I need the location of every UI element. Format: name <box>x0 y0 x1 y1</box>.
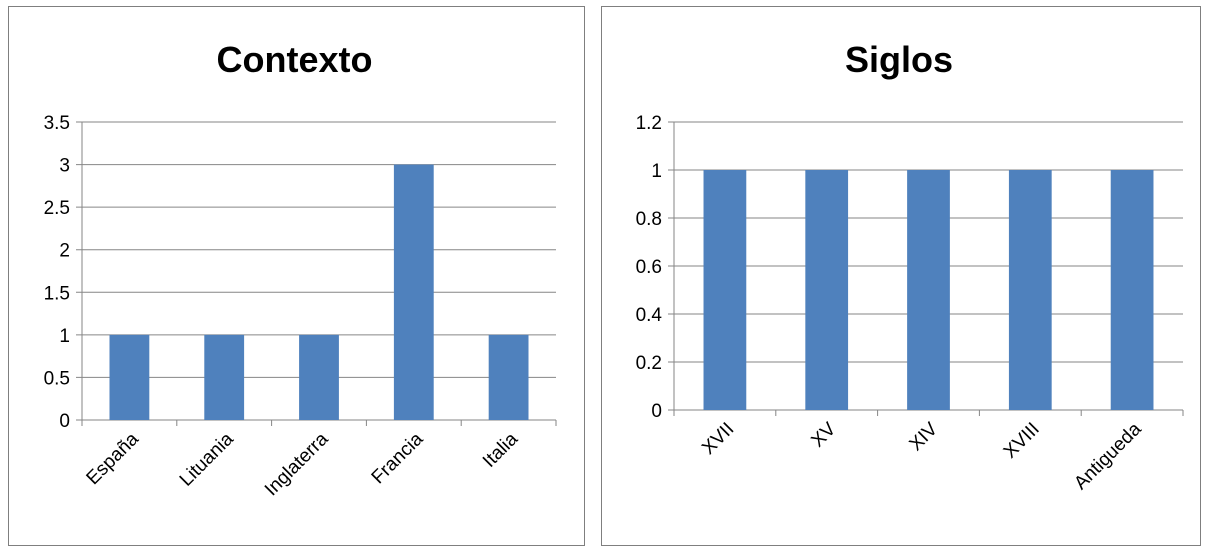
chart-0-y-tick-label: 0.5 <box>44 368 70 389</box>
chart-1-bar <box>805 170 849 410</box>
chart-1-bar <box>703 170 747 410</box>
chart-1-y-tick-label: 1 <box>651 161 662 182</box>
chart-1-bar <box>1008 170 1052 410</box>
chart-0-y-tick-label: 3 <box>59 156 70 177</box>
chart-0-y-tick-label: 0 <box>59 411 70 432</box>
chart-0-x-tick-label: Francia <box>368 428 428 488</box>
chart-1-bar <box>1110 170 1154 410</box>
chart-1-y-tick-label: 0.2 <box>636 353 662 374</box>
chart-1-bar <box>907 170 950 410</box>
chart-0-x-tick-label: España <box>83 428 144 489</box>
chart-1-x-tick-label: XV <box>807 418 840 451</box>
chart-0-y-tick-label: 3.5 <box>44 113 70 134</box>
chart-0-y-tick-label: 2.5 <box>44 198 70 219</box>
chart-0-title: Contexto <box>217 39 373 80</box>
chart-0-bar <box>393 164 434 420</box>
chart-0-bar <box>204 334 245 420</box>
chart-0-bar <box>299 334 339 420</box>
chart-1-y-tick-label: 1.2 <box>636 113 662 134</box>
chart-0-x-tick-label: Inglaterra <box>261 428 333 500</box>
chart-0-y-tick-label: 1.5 <box>44 283 70 304</box>
chart-1-y-tick-label: 0.8 <box>636 209 662 230</box>
chart-siglos: Siglos 0 0.2 0.4 0.6 0.8 1 1.2 XVII XV XIV XVIII Ant… <box>601 6 1201 546</box>
chart-0-x-tick-label: Italia <box>479 428 523 472</box>
chart-1-x-tick-label: XVIII <box>1000 419 1044 463</box>
chart-panel-siglos: Siglos 0 0.2 0.4 0.6 0.8 1 1.2 XVII XV XIV XVIII Ant… <box>601 6 1201 546</box>
chart-1-title: Siglos <box>845 39 953 80</box>
chart-0-x-tick-label: Lituania <box>176 428 238 490</box>
chart-panel-contexto: Contexto 0 0.5 1 1.5 2 2.5 3 3.5 España Lituania In… <box>8 6 585 546</box>
chart-1-y-tick-label: 0 <box>651 401 662 422</box>
chart-0-y-tick-label: 2 <box>59 241 70 262</box>
chart-0-bar <box>109 334 150 420</box>
chart-1-y-tick-label: 0.4 <box>636 305 663 326</box>
chart-0-y-tick-label: 1 <box>59 326 70 347</box>
chart-contexto: Contexto 0 0.5 1 1.5 2 2.5 3 3.5 España Lituania In… <box>8 6 585 546</box>
chart-1-x-tick-label: XIV <box>906 418 943 455</box>
chart-1-x-tick-label: XVII <box>698 419 738 459</box>
chart-1-x-tick-label: Antigueda <box>1070 418 1146 494</box>
chart-1-y-tick-label: 0.6 <box>636 257 662 278</box>
chart-0-bar <box>488 334 529 420</box>
